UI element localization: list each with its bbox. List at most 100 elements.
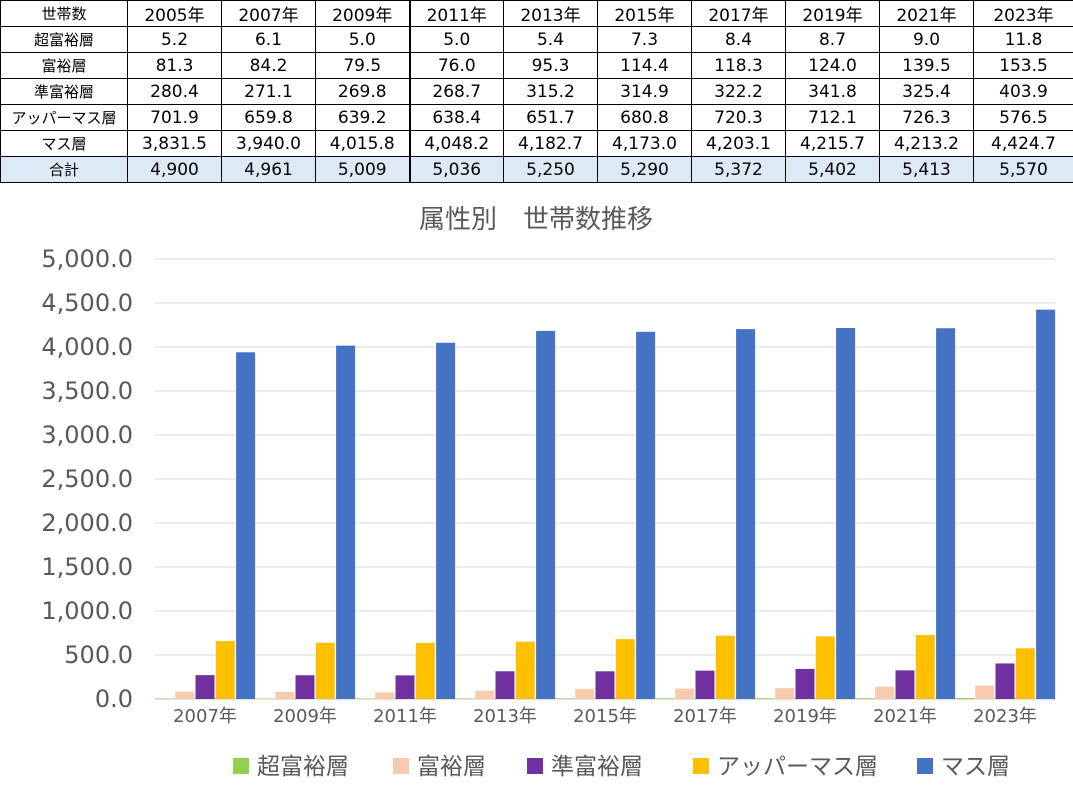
y-tick-label: 4,500.0 (41, 289, 133, 317)
y-tick-label: 500.0 (64, 641, 133, 669)
bar-2-2017年 (675, 688, 695, 699)
table-cell: 5,570 (973, 156, 1073, 183)
legend-swatch (233, 758, 249, 774)
bar-2-2007年 (175, 691, 195, 699)
table-cell: 8.7 (785, 26, 880, 53)
table-cell: 124.0 (785, 52, 880, 79)
x-tick-label: 2009年 (273, 706, 337, 727)
chart-bars (154, 309, 1056, 699)
table-cell: 81.3 (127, 52, 222, 79)
bar-2-2011年 (375, 692, 395, 699)
table-cell: 5.0 (315, 26, 410, 53)
household-table: 世帯数 2005年 2007年 2009年 2011年 2013年 2015年 2017年 2… (0, 0, 1073, 183)
table-cell: 638.4 (408, 104, 504, 131)
x-tick-label: 2023年 (973, 706, 1037, 727)
household-bar-chart: 属性別 世帯数推移 0.0 500.0 1,000.0 1,500.0 2,000.0 2… (41, 205, 1056, 780)
table-row-label: 富裕層 (0, 52, 128, 79)
table-cell: 720.3 (691, 104, 786, 131)
table-cell: 341.8 (785, 78, 880, 105)
table-row: 合計 4,900 4,961 5,009 5,036 5,250 5,290 5,372 5,4… (0, 156, 1073, 183)
table-year-header: 2009年 (315, 0, 410, 27)
bar-1-2023年 (954, 697, 974, 699)
bar-3-2019年 (795, 668, 815, 699)
table-cell: 4,203.1 (691, 130, 786, 157)
table-year-header: 2017年 (691, 0, 786, 27)
legend-swatch (693, 758, 709, 774)
table-cell: 4,900 (127, 156, 222, 183)
table-cell: 5,372 (691, 156, 786, 183)
table-cell: 79.5 (315, 52, 410, 79)
table-cell: 5.0 (408, 26, 504, 53)
bar-5-2007年 (236, 352, 256, 699)
x-tick-label: 2007年 (173, 706, 237, 727)
table-cell: 322.2 (691, 78, 786, 105)
table-cell: 680.8 (597, 104, 692, 131)
bar-4-2007年 (215, 640, 235, 699)
table-cell: 5,290 (597, 156, 692, 183)
table-cell: 701.9 (127, 104, 222, 131)
bar-4-2011年 (415, 642, 435, 699)
table-cell: 314.9 (597, 78, 692, 105)
bar-4-2015年 (615, 639, 635, 699)
table-row-label: 準富裕層 (0, 78, 128, 105)
bar-3-2021年 (895, 670, 915, 699)
table-cell: 4,213.2 (879, 130, 974, 157)
bar-5-2021年 (936, 328, 956, 699)
bar-1-2017年 (654, 698, 674, 699)
x-axis: 2007年 2009年 2011年 2013年 2015年 2017年 2019年 2021年… (173, 706, 1037, 727)
table-cell: 315.2 (503, 78, 598, 105)
bar-2-2015年 (575, 688, 595, 699)
table-row-label: マス層 (0, 130, 128, 157)
table-cell: 576.5 (973, 104, 1073, 131)
bar-4-2017年 (715, 635, 735, 699)
table-cell: 5,036 (408, 156, 504, 183)
table-cell: 4,215.7 (785, 130, 880, 157)
table-cell: 268.7 (408, 78, 504, 105)
table-cell: 4,182.7 (503, 130, 598, 157)
legend-label: 準富裕層 (551, 754, 643, 780)
table-cell: 5,402 (785, 156, 880, 183)
table-cell: 659.8 (221, 104, 316, 131)
table-cell: 84.2 (221, 52, 316, 79)
bar-5-2015年 (636, 331, 656, 699)
y-axis: 0.0 500.0 1,000.0 1,500.0 2,000.0 2,500.0 3,00… (41, 245, 133, 713)
table-cell: 6.1 (221, 26, 316, 53)
bar-1-2015年 (554, 698, 574, 699)
household-table-container: 世帯数 2005年 2007年 2009年 2011年 2013年 2015年 2017年 2… (0, 0, 1073, 183)
bar-1-2007年 (154, 698, 174, 699)
table-corner-label: 世帯数 (0, 0, 128, 27)
table-row-label: 合計 (0, 156, 128, 183)
bar-3-2009年 (295, 675, 315, 699)
y-tick-label: 3,500.0 (41, 377, 133, 405)
table-cell: 76.0 (408, 52, 504, 79)
table-cell: 5,009 (315, 156, 410, 183)
y-tick-label: 5,000.0 (41, 245, 133, 273)
x-tick-label: 2017年 (673, 706, 737, 727)
chart-legend: 超富裕層 富裕層 準富裕層 アッパーマス層 マス層 (233, 754, 1010, 780)
legend-label: アッパーマス層 (717, 754, 878, 780)
table-cell: 712.1 (785, 104, 880, 131)
x-tick-label: 2015年 (573, 706, 637, 727)
table-cell: 153.5 (973, 52, 1073, 79)
legend-swatch (393, 758, 409, 774)
table-cell: 4,173.0 (597, 130, 692, 157)
table-row-label: アッパーマス層 (0, 104, 128, 131)
table-cell: 11.8 (973, 26, 1073, 53)
bar-3-2013年 (495, 671, 515, 699)
table-cell: 7.3 (597, 26, 692, 53)
table-row: 準富裕層 280.4 271.1 269.8 268.7 315.2 314.9 322.2 3… (0, 78, 1073, 105)
table-cell: 5.4 (503, 26, 598, 53)
bar-2-2023年 (975, 685, 995, 699)
x-tick-label: 2013年 (473, 706, 537, 727)
bar-4-2009年 (315, 642, 335, 699)
table-header-row: 世帯数 2005年 2007年 2009年 2011年 2013年 2015年 2017年 2… (0, 0, 1073, 27)
y-tick-label: 0.0 (95, 685, 133, 713)
table-body: 超富裕層 5.2 6.1 5.0 5.0 5.4 7.3 8.4 8.7 9.0 11.8 富裕層 81… (0, 26, 1073, 183)
table-cell: 5.2 (127, 26, 222, 53)
table-cell: 325.4 (879, 78, 974, 105)
x-tick-label: 2011年 (373, 706, 437, 727)
y-tick-label: 1,000.0 (41, 597, 133, 625)
bar-4-2023年 (1015, 648, 1035, 699)
table-cell: 3,940.0 (221, 130, 316, 157)
table-cell: 3,831.5 (127, 130, 222, 157)
